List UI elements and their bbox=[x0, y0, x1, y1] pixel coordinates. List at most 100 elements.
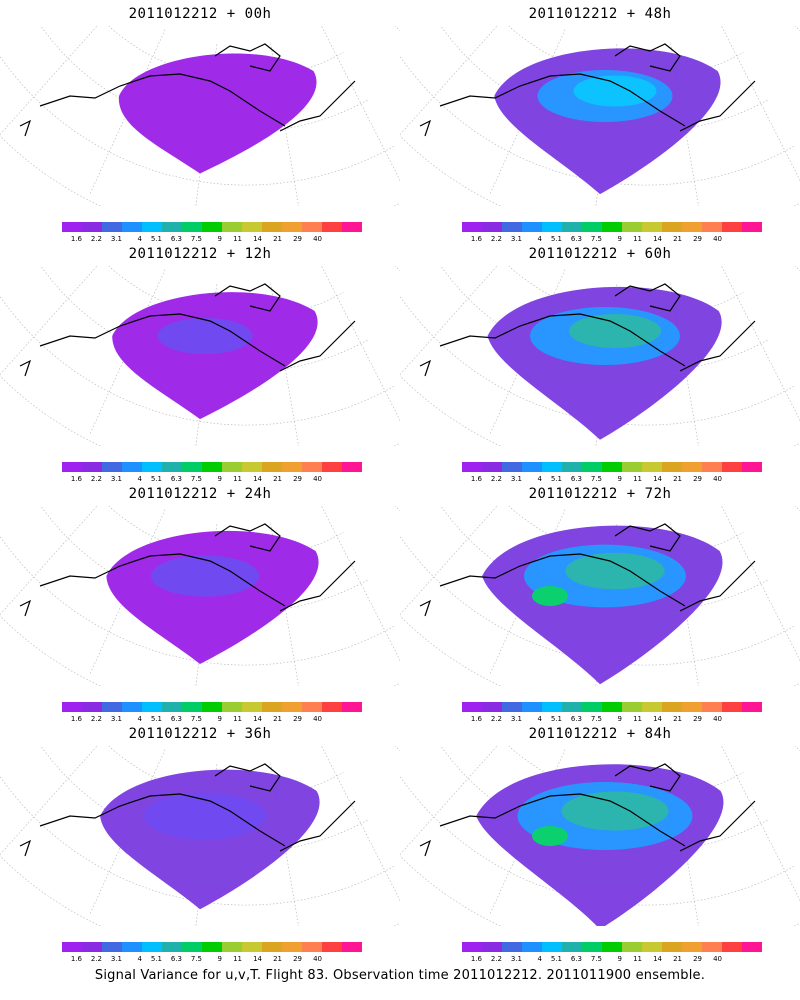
colorbar-label: 14 bbox=[253, 955, 262, 963]
panel-title: 2011012212 + 84h bbox=[528, 726, 672, 742]
colorbar-label: 29 bbox=[693, 715, 702, 723]
colorbar-swatch bbox=[642, 942, 662, 952]
panel-title: 2011012212 + 60h bbox=[528, 246, 672, 262]
colorbar-swatch bbox=[182, 462, 202, 472]
colorbar-label: 6.3 bbox=[170, 955, 182, 963]
colorbar-swatch bbox=[242, 942, 262, 952]
colorbar-label: 4 bbox=[537, 955, 542, 963]
colorbar-label: 21 bbox=[673, 235, 682, 243]
colorbar bbox=[462, 702, 762, 712]
colorbar-swatch bbox=[222, 702, 242, 712]
colorbar-swatch bbox=[62, 942, 82, 952]
colorbar-label: 1.6 bbox=[470, 955, 482, 963]
colorbar bbox=[62, 702, 362, 712]
colorbar-swatch bbox=[702, 702, 722, 712]
colorbar-swatch bbox=[682, 222, 702, 232]
colorbar-label: 21 bbox=[273, 475, 282, 483]
colorbar-label: 5.1 bbox=[150, 955, 162, 963]
colorbar-swatch bbox=[202, 702, 222, 712]
polar-map bbox=[400, 746, 800, 926]
colorbar-swatch bbox=[662, 702, 682, 712]
colorbar-swatch bbox=[682, 462, 702, 472]
colorbar-label: 3.1 bbox=[110, 475, 122, 483]
variance-field bbox=[112, 292, 318, 420]
colorbar-swatch bbox=[262, 702, 282, 712]
colorbar-label: 29 bbox=[293, 955, 302, 963]
colorbar-label: 4 bbox=[137, 955, 142, 963]
colorbar-swatch bbox=[342, 222, 362, 232]
colorbar-swatch bbox=[222, 222, 242, 232]
colorbar-swatch bbox=[642, 702, 662, 712]
colorbar-swatch bbox=[102, 942, 122, 952]
colorbar-swatch bbox=[82, 462, 102, 472]
colorbar-swatch bbox=[542, 462, 562, 472]
colorbar-swatch bbox=[522, 222, 542, 232]
colorbar-swatch bbox=[262, 462, 282, 472]
colorbar-swatch bbox=[142, 462, 162, 472]
colorbar-swatch bbox=[182, 702, 202, 712]
colorbar-swatch bbox=[322, 222, 342, 232]
colorbar-label: 40 bbox=[713, 955, 722, 963]
colorbar-swatch bbox=[542, 222, 562, 232]
colorbar-swatch bbox=[502, 702, 522, 712]
colorbar-swatch bbox=[482, 222, 502, 232]
colorbar-swatch bbox=[102, 222, 122, 232]
colorbar-swatch bbox=[522, 702, 542, 712]
colorbar-swatch bbox=[102, 702, 122, 712]
coastline bbox=[19, 43, 356, 137]
colorbar-label: 6.3 bbox=[170, 235, 182, 243]
colorbar-swatch bbox=[662, 462, 682, 472]
colorbar-swatch bbox=[642, 222, 662, 232]
colorbar-swatch bbox=[462, 222, 482, 232]
coastline bbox=[419, 43, 756, 137]
colorbar-swatch bbox=[682, 702, 702, 712]
map-panel: 2011012212 + 24h 1.6 2.2 3.1 4 5.1 6.3 7.5 9 11 14… bbox=[0, 480, 400, 723]
colorbar-swatch bbox=[342, 702, 362, 712]
colorbar-swatch bbox=[482, 942, 502, 952]
colorbar-label: 4 bbox=[137, 715, 142, 723]
panel-title: 2011012212 + 72h bbox=[528, 486, 672, 502]
colorbar-swatch bbox=[522, 942, 542, 952]
colorbar-swatch bbox=[702, 462, 722, 472]
colorbar-swatch bbox=[642, 462, 662, 472]
colorbar bbox=[62, 462, 362, 472]
colorbar-swatch bbox=[122, 942, 142, 952]
colorbar-label: 9 bbox=[217, 955, 222, 963]
colorbar-swatch bbox=[722, 942, 742, 952]
colorbar-swatch bbox=[282, 942, 302, 952]
colorbar-swatch bbox=[622, 222, 642, 232]
colorbar-label bbox=[722, 955, 742, 965]
colorbar-swatch bbox=[62, 702, 82, 712]
figure-caption: Signal Variance for u,v,T. Flight 83. Ob… bbox=[94, 968, 706, 983]
colorbar-label: 21 bbox=[673, 475, 682, 483]
colorbar-swatch bbox=[742, 942, 762, 952]
colorbar-labels: 1.6 2.2 3.1 4 5.1 6.3 7.5 9 11 14 21 29 40 bbox=[462, 715, 762, 725]
colorbar-swatch bbox=[462, 462, 482, 472]
colorbar-swatch bbox=[562, 702, 582, 712]
colorbar-label: 7.5 bbox=[590, 475, 602, 483]
colorbar-label: 3.1 bbox=[510, 475, 522, 483]
colorbar-label bbox=[322, 955, 342, 965]
colorbar-label: 5.1 bbox=[550, 715, 562, 723]
colorbar-label: 6.3 bbox=[570, 715, 582, 723]
panel-title: 2011012212 + 36h bbox=[128, 726, 272, 742]
colorbar-swatch bbox=[162, 222, 182, 232]
variance-field bbox=[476, 764, 724, 926]
map-panel: 2011012212 + 36h 1.6 2.2 3.1 4 5.1 6.3 7.5 9 11 14… bbox=[0, 720, 400, 963]
colorbar-swatch bbox=[82, 942, 102, 952]
colorbar-labels: 1.6 2.2 3.1 4 5.1 6.3 7.5 9 11 14 21 29 40 bbox=[462, 475, 762, 485]
colorbar-label: 29 bbox=[293, 235, 302, 243]
colorbar-swatch bbox=[742, 462, 762, 472]
variance-field bbox=[494, 48, 721, 195]
colorbar-label: 9 bbox=[617, 955, 622, 963]
colorbar-swatch bbox=[162, 462, 182, 472]
colorbar-label: 4 bbox=[137, 475, 142, 483]
colorbar-swatch bbox=[122, 222, 142, 232]
colorbar-swatch bbox=[482, 462, 502, 472]
colorbar-swatch bbox=[542, 942, 562, 952]
colorbar-label: 11 bbox=[633, 475, 642, 483]
colorbar-label: 21 bbox=[673, 715, 682, 723]
colorbar-swatch bbox=[202, 222, 222, 232]
colorbar-labels: 1.6 2.2 3.1 4 5.1 6.3 7.5 9 11 14 21 29 40 bbox=[462, 235, 762, 245]
colorbar-swatch bbox=[722, 222, 742, 232]
